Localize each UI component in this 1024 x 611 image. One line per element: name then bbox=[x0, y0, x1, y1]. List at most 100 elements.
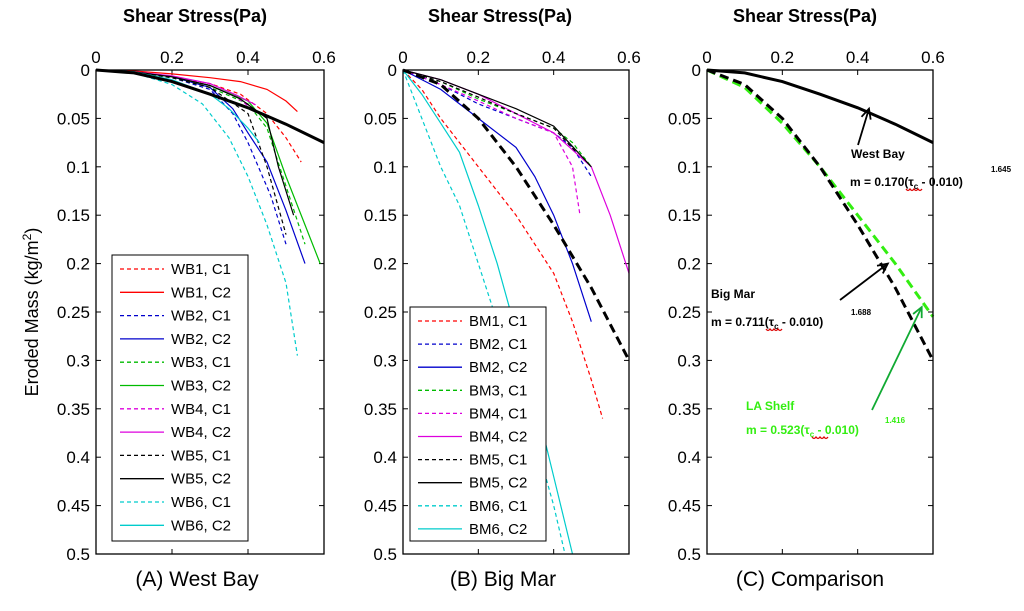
panel-b: Shear Stress(Pa) 0 0.2 0.4 0.600.050.10.150… bbox=[364, 6, 641, 591]
legend-entry: BM5, C2 bbox=[469, 475, 527, 492]
x-tick-label: 0 bbox=[398, 48, 407, 67]
x-tick-label: 0.4 bbox=[846, 48, 870, 67]
series-line-la-shelf bbox=[706, 68, 935, 318]
annotation-west-bay-exponent: 1.645 bbox=[991, 165, 1012, 174]
series-line-bm2-c1 bbox=[402, 69, 592, 177]
y-tick-label: 0.35 bbox=[57, 400, 90, 419]
annotation-big-mar-exponent: 1.688 bbox=[851, 308, 872, 317]
series-line-bm4-c2 bbox=[402, 69, 630, 274]
series-line-wb1-c2 bbox=[95, 69, 298, 113]
panel-c-arrows bbox=[839, 106, 923, 411]
legend-entry: BM4, C2 bbox=[469, 429, 527, 446]
y-axis-label: Eroded Mass (kg/m2) bbox=[20, 228, 42, 397]
y-tick-label: 0.35 bbox=[668, 400, 701, 419]
series-line-fit bbox=[402, 68, 631, 362]
legend-entry: WB2, C2 bbox=[171, 331, 231, 348]
y-tick-label: 0.2 bbox=[373, 255, 397, 274]
y-tick-label: 0.15 bbox=[668, 206, 701, 225]
panel-c-caption: (C) Comparison bbox=[736, 568, 884, 591]
annotation-big-mar-label: Big Mar bbox=[711, 287, 755, 301]
annotation-la-shelf-squiggle bbox=[811, 435, 829, 440]
panel-b-legend-box bbox=[409, 306, 547, 542]
legend-entry: WB6, C2 bbox=[171, 517, 231, 534]
panel-c: Shear Stress(Pa) 0 0.2 0.4 0.600.050.10.150… bbox=[668, 6, 1012, 591]
y-tick-label: 0.45 bbox=[57, 497, 90, 516]
annotation-la-shelf-label: LA Shelf bbox=[746, 399, 795, 413]
y-tick-label: 0 bbox=[692, 61, 701, 80]
series-line-big-mar bbox=[706, 68, 935, 362]
annotation-arrow-west bbox=[857, 108, 870, 146]
legend-entry: WB3, C2 bbox=[171, 378, 231, 395]
legend-entry: WB1, C2 bbox=[171, 284, 231, 301]
panel-c-title: Shear Stress(Pa) bbox=[733, 6, 877, 26]
x-tick-label: 0.2 bbox=[160, 48, 184, 67]
y-tick-label: 0.5 bbox=[66, 545, 90, 564]
annotation-la-shelf-formula: m = 0.523(τc - 0.010) bbox=[746, 423, 859, 439]
y-tick-label: 0.5 bbox=[677, 545, 701, 564]
legend-entry: WB5, C2 bbox=[171, 471, 231, 488]
panel-b-ticks: 0 0.2 0.4 0.6 0 0.05 0.1 0.15 0.2 0.25 0.3 0.35 0.4 0… bbox=[364, 48, 641, 564]
annotation-west-bay: West Bay m = 0.170(τc - 0.010) 1.645 bbox=[850, 147, 1012, 192]
annotation-west-bay-label: West Bay bbox=[851, 147, 905, 161]
series-line-wb5-c1 bbox=[95, 69, 287, 235]
series-line-wb3-c1 bbox=[95, 69, 306, 245]
panel-a-title: Shear Stress(Pa) bbox=[123, 6, 267, 26]
x-tick-label: 0.6 bbox=[921, 48, 945, 67]
annotation-arrowhead-west bbox=[860, 106, 872, 120]
panel-a-legend-box bbox=[111, 254, 249, 542]
annotation-la-shelf-exponent: 1.416 bbox=[885, 416, 906, 425]
annotation-arrowhead-la bbox=[912, 305, 923, 319]
series-line-bm5-c2 bbox=[402, 69, 592, 168]
x-tick-label: 0.2 bbox=[771, 48, 795, 67]
y-tick-label: 0.35 bbox=[364, 400, 397, 419]
y-tick-label: 0 bbox=[81, 61, 90, 80]
legend-entry: BM2, C2 bbox=[469, 359, 527, 376]
panel-a-caption: (A) West Bay bbox=[135, 568, 259, 591]
x-tick-label: 0 bbox=[702, 48, 711, 67]
y-tick-label: 0.2 bbox=[66, 255, 90, 274]
y-tick-label: 0.25 bbox=[57, 303, 90, 322]
y-tick-label: 0.25 bbox=[668, 303, 701, 322]
y-tick-label: 0.45 bbox=[668, 497, 701, 516]
y-tick-label: 0.15 bbox=[57, 206, 90, 225]
annotation-big-mar-squiggle bbox=[765, 327, 783, 332]
annotation-arrow-la bbox=[871, 306, 923, 411]
annotation-big-mar-formula: m = 0.711(τc - 0.010) bbox=[711, 315, 823, 331]
y-tick-label: 0.4 bbox=[66, 448, 90, 467]
x-tick-label: 0.4 bbox=[542, 48, 566, 67]
legend-entry: BM6, C2 bbox=[469, 521, 527, 538]
legend-entry: WB4, C2 bbox=[171, 424, 231, 441]
x-tick-label: 0.6 bbox=[617, 48, 641, 67]
legend-entry: BM5, C1 bbox=[469, 452, 527, 469]
annotation-west-bay-formula: m = 0.170(τc - 0.010) bbox=[850, 175, 963, 191]
y-tick-label: 0.5 bbox=[373, 545, 397, 564]
legend-entry: BM4, C1 bbox=[469, 405, 527, 422]
legend-entry: WB3, C1 bbox=[171, 354, 231, 371]
panel-a: Shear Stress(Pa) 0 0.2 0.4 0.600.050.10.150… bbox=[20, 6, 336, 591]
legend-entry: WB5, C1 bbox=[171, 447, 231, 464]
y-tick-label: 0.2 bbox=[677, 255, 701, 274]
panel-b-legend: BM1, C1 BM2, C1 BM2, C2 BM3, C1 BM4, C1 BM4, … bbox=[409, 306, 547, 542]
series-line-wb4-c2 bbox=[95, 69, 256, 106]
annotation-west-bay-squiggle bbox=[905, 187, 923, 192]
panel-a-ticks: 0 0.2 0.4 0.6 0 0.05 0.1 0.15 0.2 0.25 0.3 0.35 0.4 0… bbox=[57, 48, 336, 564]
y-tick-label: 0 bbox=[388, 61, 397, 80]
y-tick-label: 0.25 bbox=[364, 303, 397, 322]
annotation-arrow-big bbox=[839, 262, 889, 301]
series-line-bm1-c1 bbox=[402, 69, 604, 419]
panel-c-frame bbox=[706, 69, 934, 555]
y-tick-label: 0.3 bbox=[66, 351, 90, 370]
y-tick-label: 0.1 bbox=[677, 158, 701, 177]
y-tick-label: 0.4 bbox=[677, 448, 701, 467]
legend-entry: WB2, C1 bbox=[171, 308, 231, 325]
annotation-arrowhead-big bbox=[876, 262, 890, 274]
y-tick-label: 0.05 bbox=[668, 109, 701, 128]
y-tick-label: 0.3 bbox=[677, 351, 701, 370]
y-tick-label: 0.1 bbox=[373, 158, 397, 177]
legend-entry: BM6, C1 bbox=[469, 498, 527, 515]
legend-entry: WB4, C1 bbox=[171, 401, 231, 418]
legend-entry: WB1, C1 bbox=[171, 261, 231, 278]
panel-c-ticks: 0 0.2 0.4 0.6 0 0.05 0.1 0.15 0.2 0.25 0.3 0.35 0.4 0… bbox=[668, 48, 945, 564]
panel-b-frame bbox=[402, 69, 630, 555]
